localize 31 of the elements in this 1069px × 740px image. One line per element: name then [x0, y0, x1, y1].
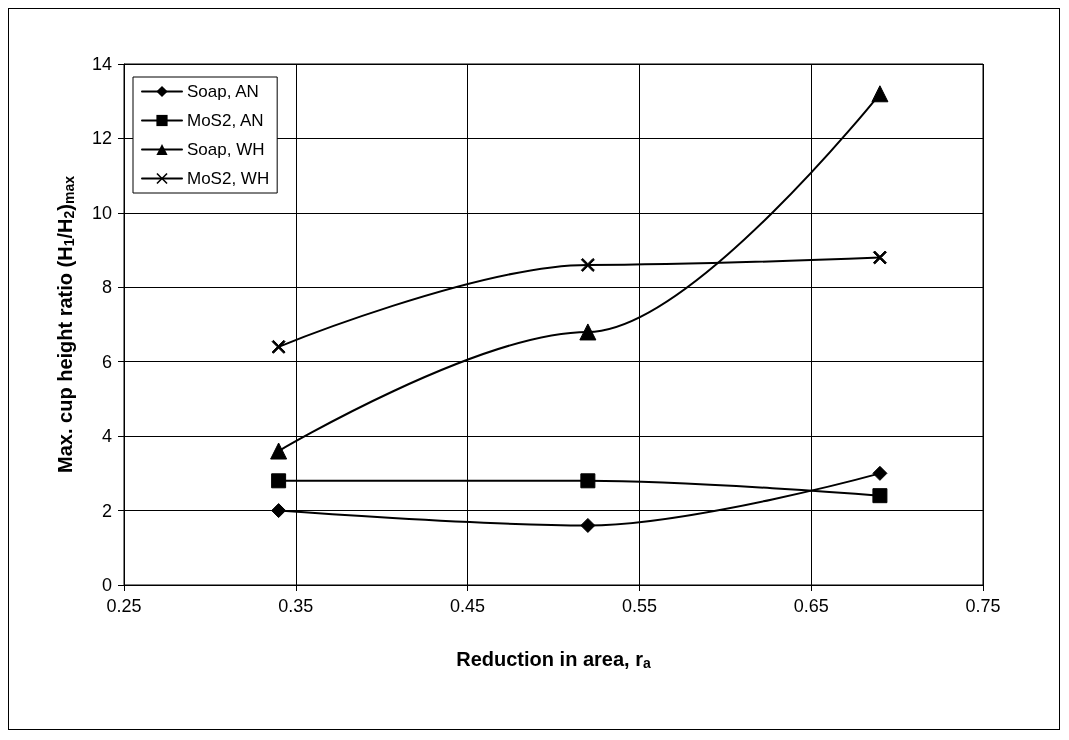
y-tick-label: 4 — [101, 426, 112, 447]
y-tick-label: 6 — [101, 351, 112, 372]
y-tick-label: 0 — [101, 575, 112, 595]
point — [270, 442, 288, 460]
legend-label: MoS2, WH — [187, 169, 270, 188]
x-tick-label: 0.75 — [965, 596, 1001, 616]
point — [872, 465, 888, 481]
x-tick-label: 0.45 — [450, 596, 486, 616]
legend-label: MoS2, AN — [187, 111, 264, 130]
point — [271, 473, 287, 489]
point — [271, 339, 286, 354]
y-tick-label: 10 — [91, 202, 112, 223]
legend-label: Soap, AN — [187, 82, 259, 101]
x-tick-label: 0.65 — [793, 596, 829, 616]
x-tick-label: 0.25 — [106, 596, 142, 616]
point — [580, 257, 595, 272]
point — [580, 517, 596, 533]
x-tick-label: 0.55 — [621, 596, 657, 616]
y-tick-label: 2 — [101, 500, 112, 521]
point — [872, 250, 887, 265]
y-tick-label: 8 — [101, 277, 112, 298]
point — [271, 503, 287, 519]
y-tick-label: 12 — [91, 128, 112, 149]
point — [580, 473, 596, 489]
legend-label: Soap, WH — [187, 140, 265, 159]
point — [872, 488, 888, 504]
y-axis-title: Max. cup height ratio (H1/H2)max — [53, 175, 77, 473]
point — [871, 85, 889, 103]
y-tick-label: 14 — [91, 54, 112, 74]
point — [579, 323, 597, 341]
x-tick-label: 0.35 — [278, 596, 314, 616]
